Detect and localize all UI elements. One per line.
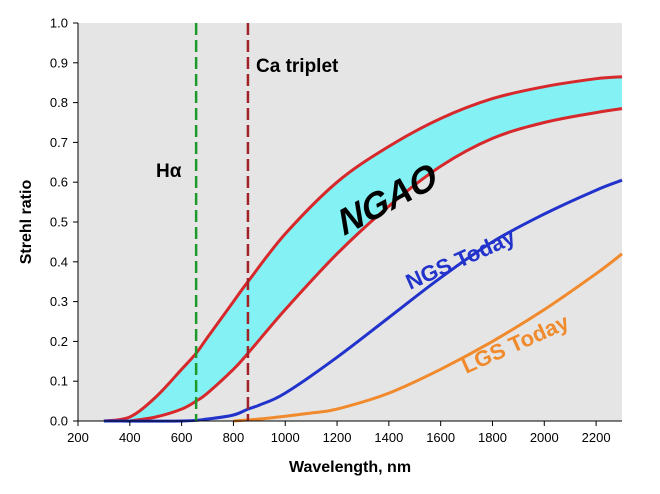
x-tick-label: 2200: [582, 430, 611, 445]
y-tick-label: 0.3: [50, 294, 68, 309]
y-tick-label: 0.7: [50, 135, 68, 150]
y-tick-label: 0.8: [50, 95, 68, 110]
x-tick-label: 600: [171, 430, 193, 445]
ngao-band-fill: [103, 76, 622, 421]
y-tick-label: 0.4: [50, 254, 68, 269]
x-tick-label: 1800: [478, 430, 507, 445]
x-tick-label: 1400: [374, 430, 403, 445]
y-tick-label: 0.5: [50, 215, 68, 230]
series-line-lgs-today: [233, 252, 623, 423]
y-axis-title: Strehl ratio: [18, 180, 35, 265]
y-tick-label: 0.2: [50, 334, 68, 349]
series-line-ngs-today: [103, 178, 623, 423]
x-axis-title: Wavelength, nm: [289, 459, 411, 476]
y-tick-label: 0.1: [50, 374, 68, 389]
x-tick-label: 1200: [323, 430, 352, 445]
ngao-lower-line: [129, 107, 623, 423]
h-alpha-label: Hα: [156, 161, 182, 182]
y-tick-label: 0.0: [50, 414, 68, 429]
x-tick-label: 200: [67, 430, 89, 445]
x-tick-label: 1600: [426, 430, 455, 445]
x-tick-label: 2000: [530, 430, 559, 445]
ca-triplet-label: Ca triplet: [256, 56, 339, 77]
y-tick-label: 1.0: [50, 16, 68, 31]
x-tick-label: 400: [119, 430, 141, 445]
y-tick-label: 0.9: [50, 55, 68, 70]
y-tick-label: 0.6: [50, 175, 68, 190]
x-tick-label: 1000: [271, 430, 300, 445]
x-tick-label: 800: [223, 430, 245, 445]
ngao-upper-line: [103, 75, 623, 423]
